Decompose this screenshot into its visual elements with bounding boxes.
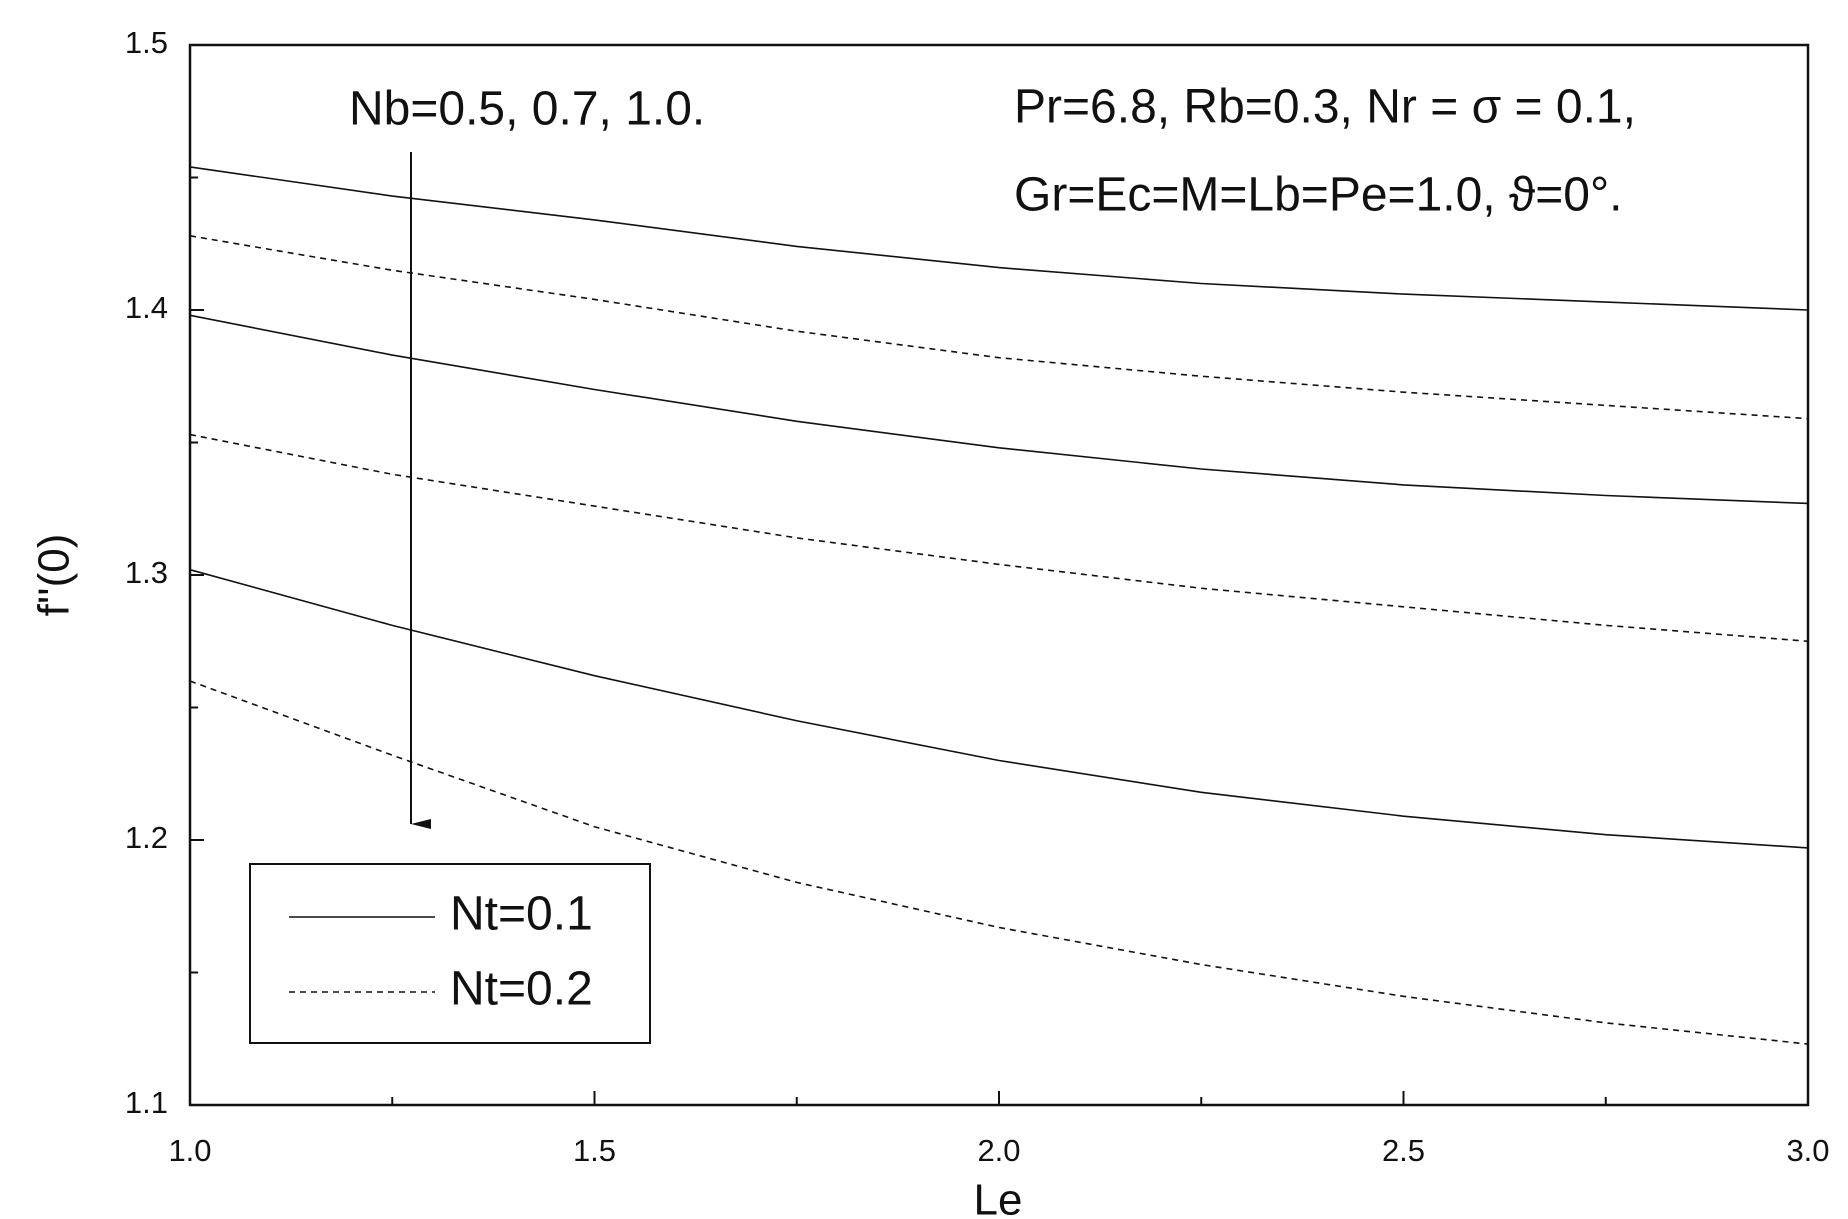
- series-line: [189, 314, 1809, 505]
- y-tick-label: 1.1: [125, 1085, 168, 1120]
- annotation: Pr=6.8, Rb=0.3, Nr = σ = 0.1,: [1014, 81, 1636, 134]
- series-line: [189, 166, 1809, 311]
- x-axis-label: Le: [974, 1176, 1023, 1219]
- y-tick-label: 1.4: [125, 290, 168, 325]
- legend-label: Nt=0.1: [450, 888, 593, 941]
- x-tick-label: 1.0: [168, 1133, 211, 1168]
- x-tick-label: 1.5: [573, 1133, 616, 1168]
- legend-box: [249, 863, 651, 1044]
- series-line: [189, 568, 1809, 849]
- legend-label: Nt=0.2: [450, 963, 593, 1016]
- series-line: [189, 680, 1809, 1045]
- y-tick-label: 1.3: [125, 555, 168, 590]
- y-tick-label: 1.2: [125, 820, 168, 855]
- x-tick-label: 2.5: [1382, 1133, 1425, 1168]
- y-tick-label: 1.5: [125, 25, 168, 60]
- series-line: [189, 433, 1809, 643]
- annotation: Gr=Ec=M=Lb=Pe=1.0, ϑ=0°.: [1014, 169, 1622, 222]
- series-line: [189, 235, 1809, 420]
- x-tick-label: 2.0: [977, 1133, 1020, 1168]
- annotation: Nb=0.5, 0.7, 1.0.: [349, 83, 705, 136]
- y-axis-label: f''(0): [30, 534, 79, 617]
- x-tick-label: 3.0: [1786, 1133, 1829, 1168]
